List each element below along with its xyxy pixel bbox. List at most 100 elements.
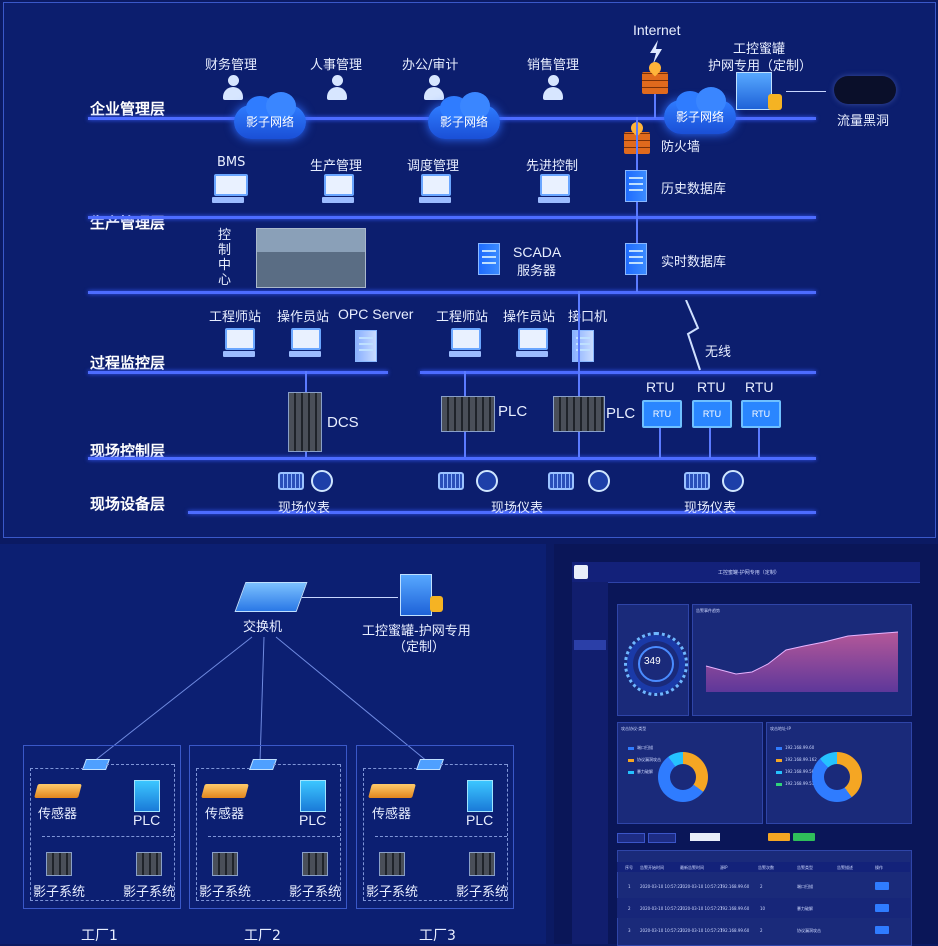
th-8: 操作: [875, 865, 883, 870]
op2-label: 操作员站: [503, 310, 556, 325]
filter-select-2[interactable]: [648, 833, 676, 843]
row2-action-button[interactable]: [875, 904, 889, 912]
scada-server-icon: [478, 243, 500, 275]
search-button[interactable]: [768, 833, 790, 841]
gauge-icon-4: [722, 470, 744, 492]
rtu2-link: [709, 428, 711, 458]
plc2-label: PLC: [606, 405, 636, 422]
factory1-dash-top-right: [106, 764, 174, 766]
filter-select-1[interactable]: [617, 833, 645, 843]
factory1-dash-top-left: [30, 768, 84, 770]
eng2-monitor-icon: [449, 328, 481, 357]
factory3-shadow2-label: 影子系统: [456, 885, 509, 900]
rtu3-label: RTU: [745, 379, 774, 395]
ip-legend-1: 192.168.99.60: [785, 745, 815, 750]
gauge-icon-2: [476, 470, 498, 492]
history-db-server-icon: [625, 170, 647, 202]
factory1-dash-bottom: [30, 900, 175, 902]
filter-input[interactable]: [690, 833, 720, 841]
plc1-label: PLC: [498, 403, 528, 420]
honeypot-jar-icon: [768, 94, 782, 110]
row1-action-button[interactable]: [875, 882, 889, 890]
row2-latest: 2020-03-10 10:57:27: [680, 906, 723, 911]
instrument-label-2: 现场仪表: [491, 501, 544, 516]
th-4: 源IP: [720, 865, 728, 870]
row2-idx: 2: [628, 906, 631, 911]
switch-honeypot-link: [302, 597, 398, 598]
row3-start: 2020-03-10 10:57:27: [640, 928, 683, 933]
hr-label: 人事管理: [310, 58, 363, 73]
row1-ip: 192.168.99.60: [720, 884, 750, 889]
row1-idx: 1: [628, 884, 631, 889]
ip-donut-hole: [824, 764, 850, 790]
factory1-sensor-icon: [34, 784, 82, 798]
sales-user-icon: [542, 75, 564, 103]
field-control-bus: [88, 457, 816, 460]
internet-link: [654, 94, 656, 118]
ip-legend-2-swatch: [776, 759, 782, 762]
protocol-legend-2-swatch: [628, 759, 634, 762]
plc2-rack-icon: [553, 396, 605, 432]
ip-legend-4-swatch: [776, 783, 782, 786]
hr-user-icon: [326, 75, 348, 103]
row3-type: 协议漏洞攻击: [797, 928, 821, 933]
factory2-dash-bottom: [196, 900, 341, 902]
blackhole-cloud-icon: [834, 76, 896, 104]
ip-legend-2: 192.168.99.162: [785, 757, 817, 762]
sidebar-active-item[interactable]: [574, 640, 606, 650]
switch-factory-links: [92, 636, 429, 763]
factory2-dash-mid: [208, 836, 340, 838]
dashboard-title: 工控蜜罐-护网专用（定制）: [718, 570, 780, 576]
bl-honeypot-server-icon: [400, 574, 432, 616]
th-7: 告警描述: [837, 865, 853, 870]
count-value: 349: [644, 656, 661, 667]
factory3-plc-label: PLC: [466, 812, 494, 828]
rtu1-label: RTU: [646, 379, 675, 395]
factory1-dash-mid: [42, 836, 174, 838]
shadow-network-cloud-2: 影子网络: [428, 92, 500, 139]
shadow-network-cloud-3: 影子网络: [664, 87, 736, 134]
bl-honeypot-label-2: （定制）: [393, 640, 446, 655]
factory3-plc-icon: [467, 780, 493, 812]
factory2-shadow2-label: 影子系统: [289, 885, 342, 900]
factory3-sensor-icon: [368, 784, 416, 798]
row2-start: 2020-03-10 10:57:27: [640, 906, 683, 911]
motor-icon-2: [438, 472, 464, 490]
rtu2-icon: RTU: [692, 400, 732, 428]
layer-process: 过程监控层: [90, 354, 166, 372]
row3-action-button[interactable]: [875, 926, 889, 934]
factory3-shadow1-icon: [379, 852, 405, 876]
shadow-network-cloud-1: 影子网络: [234, 92, 306, 139]
op2-monitor-icon: [516, 328, 548, 357]
internet-label: Internet: [633, 22, 681, 38]
eng1-monitor-icon: [223, 328, 255, 357]
realtime-db-label: 实时数据库: [661, 255, 727, 270]
interface-server-icon: [572, 330, 594, 362]
ip-legend-1-swatch: [776, 747, 782, 750]
factory1-shadow2-label: 影子系统: [123, 885, 176, 900]
opc-server-icon: [355, 330, 377, 362]
reset-button[interactable]: [793, 833, 815, 841]
bl-honeypot-label-1: 工控蜜罐-护网专用: [362, 624, 471, 639]
finance-label: 财务管理: [205, 58, 258, 73]
plc2-link: [578, 291, 580, 457]
op1-monitor-icon: [289, 328, 321, 357]
factory3-dash-top-right: [440, 764, 507, 766]
motor-icon-4: [684, 472, 710, 490]
factory1-dashed-zone: [30, 757, 174, 901]
motor-icon-1: [278, 472, 304, 490]
interface-label: 接口机: [568, 310, 608, 325]
scada-label-2: 服务器: [517, 264, 557, 279]
control-center-photo: [256, 228, 366, 288]
instrument-label-3: 现场仪表: [684, 501, 737, 516]
factory2-label: 工厂2: [244, 928, 281, 944]
office-user-icon: [423, 75, 445, 103]
factory2-dash-right: [340, 764, 342, 900]
rtu1-link: [659, 428, 661, 458]
factory3-dash-right: [507, 764, 509, 900]
gauge-icon-3: [588, 470, 610, 492]
row1-start: 2020-03-10 10:57:27: [640, 884, 683, 889]
factory1-plc-icon: [134, 780, 160, 812]
blackhole-label: 流量黑洞: [837, 114, 890, 129]
prod-mgmt-label: 生产管理: [310, 159, 363, 174]
